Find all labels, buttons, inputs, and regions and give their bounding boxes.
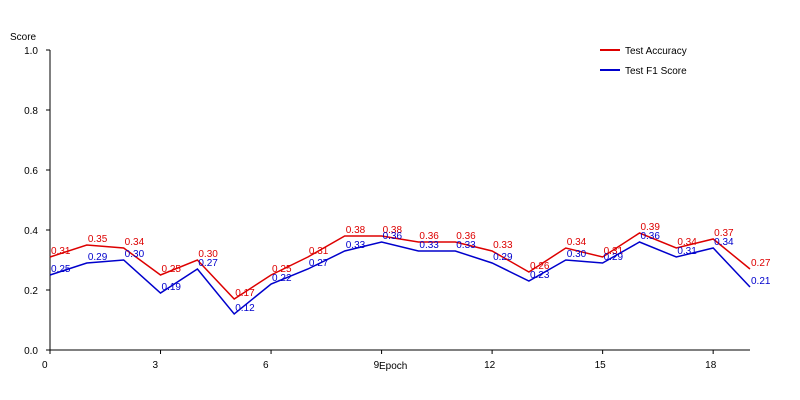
data-label: 0.34	[677, 237, 697, 248]
data-label: 0.35	[88, 234, 108, 245]
data-label: 0.27	[309, 258, 329, 269]
data-label: 0.12	[235, 303, 255, 314]
data-label: 0.27	[198, 258, 218, 269]
data-label: 0.36	[456, 231, 476, 242]
data-label: 0.23	[530, 270, 550, 281]
data-label: 0.38	[346, 225, 366, 236]
legend-label: Test F1 Score	[625, 66, 687, 77]
y-tick-label: 0.0	[24, 346, 38, 357]
data-label: 0.30	[567, 249, 587, 260]
data-label: 0.33	[456, 240, 476, 251]
series-0: 0.31 0.35 0.34 0.25 0.30 0.17 0.25 0.31 0.38 0.38…	[49, 222, 771, 300]
legend: Test Accuracy Test F1 Score	[600, 46, 687, 77]
data-label: 0.33	[493, 240, 513, 251]
data-label: 0.33	[346, 240, 366, 251]
x-axis-title: Epoch	[379, 361, 407, 372]
data-label: 0.33	[419, 240, 439, 251]
data-label: 0.17	[235, 288, 255, 299]
legend-label: Test Accuracy	[625, 46, 687, 57]
series-line	[49, 241, 751, 316]
x-tick-label: 12	[484, 360, 496, 371]
x-tick-label: 6	[263, 360, 269, 371]
data-label: 0.30	[198, 249, 218, 260]
data-label: 0.22	[272, 273, 292, 284]
data-label: 0.34	[125, 237, 145, 248]
data-label: 0.19	[162, 282, 182, 293]
data-label: 0.37	[714, 228, 734, 239]
x-tick-label: 3	[153, 360, 159, 371]
data-label: 0.38	[383, 225, 403, 236]
data-label: 0.30	[125, 249, 145, 260]
data-label: 0.21	[751, 276, 771, 287]
data-label: 0.31	[677, 246, 697, 257]
data-label: 0.26	[530, 261, 550, 272]
data-label: 0.31	[309, 246, 329, 257]
data-label: 0.36	[640, 231, 660, 242]
data-label: 0.36	[419, 231, 439, 242]
x-tick-label: 18	[705, 360, 717, 371]
series-layer: 0.31 0.35 0.34 0.25 0.30 0.17 0.25 0.31 0.38 0.38…	[49, 222, 771, 316]
y-tick-label: 1.0	[24, 46, 38, 57]
data-label: 0.34	[567, 237, 587, 248]
data-label: 0.39	[640, 222, 660, 233]
y-tick-label: 0.8	[24, 106, 38, 117]
data-label: 0.25	[162, 264, 182, 275]
data-label: 0.25	[272, 264, 292, 275]
axes: 0.0 0.2 0.4 0.6 0.8 1.0 0 3 6 9 12 15 18	[24, 46, 750, 371]
data-label: 0.29	[493, 252, 513, 263]
data-label: 0.34	[714, 237, 734, 248]
y-tick-label: 0.4	[24, 226, 38, 237]
data-label: 0.27	[751, 258, 771, 269]
series-line	[49, 232, 751, 300]
data-label: 0.36	[383, 231, 403, 242]
y-tick-label: 0.2	[24, 286, 38, 297]
series-1: 0.250.29 0.300.190.270.120.220.270.330.36…	[49, 231, 771, 316]
x-tick-label: 0	[42, 360, 48, 371]
data-label: 0.31	[604, 246, 624, 257]
data-label: 0.29	[88, 252, 108, 263]
data-label: 0.25	[51, 264, 71, 275]
y-tick-label: 0.6	[24, 166, 38, 177]
x-tick-label: 9	[374, 360, 380, 371]
x-tick-label: 15	[595, 360, 607, 371]
data-label: 0.29	[604, 252, 624, 263]
y-axis-title: Score	[10, 32, 37, 43]
data-label: 0.31	[51, 246, 71, 257]
